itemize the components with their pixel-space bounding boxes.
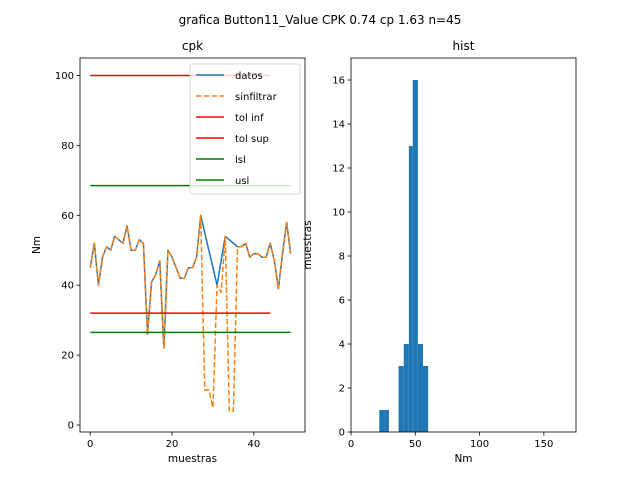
hist-x-tick-label: 50 [409,439,422,450]
cpk-chart: 0 20 40 0 20 40 60 80 100 muestras Nm cpk datos sinfi… [31,39,306,465]
cpk-y-tick-label: 100 [55,71,74,82]
cpk-y-tick-label: 20 [61,351,74,362]
histogram-bar [384,410,389,432]
hist-x-tick-label: 0 [348,439,354,450]
cpk-y-tick-label: 40 [61,281,74,292]
legend-label: lsl [235,155,246,166]
hist-title: hist [453,39,475,53]
histogram-bar [403,344,409,432]
cpk-y-tick-label: 80 [61,141,74,152]
hist-x-tick-label: 150 [534,439,553,450]
series-line-sinfiltrar [89,214,292,412]
legend-label: usl [235,176,249,187]
cpk-title: cpk [182,39,203,53]
cpk-y-tick-label: 0 [68,421,74,432]
hist-x-tick-label: 100 [470,439,489,450]
hist-axes-frame [350,57,577,433]
histogram-bar [423,366,429,432]
histogram-bar [408,146,413,432]
histogram-bar [417,344,423,432]
legend-label: datos [235,71,263,82]
hist-y-tick-label: 12 [332,164,345,175]
legend-label: tol inf [235,113,264,124]
hist-x-axis-label: Nm [454,453,472,465]
hist-y-tick-label: 16 [332,76,345,87]
cpk-legend: datos sinfiltrar tol inf tol sup lsl usl [189,63,301,195]
hist-y-tick-label: 2 [339,384,345,395]
legend-box [189,63,301,195]
cpk-x-tick-label: 40 [247,439,260,450]
legend-label: sinfiltrar [235,92,278,103]
figure-suptitle: grafica Button11_Value CPK 0.74 cp 1.63 … [179,13,462,27]
cpk-x-tick-label: 20 [166,439,179,450]
hist-chart: 0 50 100 150 0 2 4 6 8 10 12 14 16 Nm muestras hist [302,39,577,465]
histogram-bar [398,366,404,432]
cpk-y-axis-label: Nm [31,236,43,254]
cpk-axes-frame [79,57,306,433]
hist-y-tick-label: 4 [339,340,345,351]
hist-y-tick-label: 10 [332,208,345,219]
hist-y-tick-label: 14 [332,120,345,131]
cpk-y-tick-label: 60 [61,211,74,222]
cpk-x-tick-label: 0 [87,439,93,450]
hist-y-tick-label: 8 [339,252,345,263]
legend-label: tol sup [235,134,269,145]
hist-y-tick-label: 0 [339,428,345,439]
hist-y-axis-label: muestras [302,220,314,269]
histogram-bar [412,80,418,432]
hist-y-tick-label: 6 [339,296,345,307]
histogram-bar [379,410,385,432]
cpk-x-axis-label: muestras [168,453,217,465]
hist-plot-area [379,80,429,432]
